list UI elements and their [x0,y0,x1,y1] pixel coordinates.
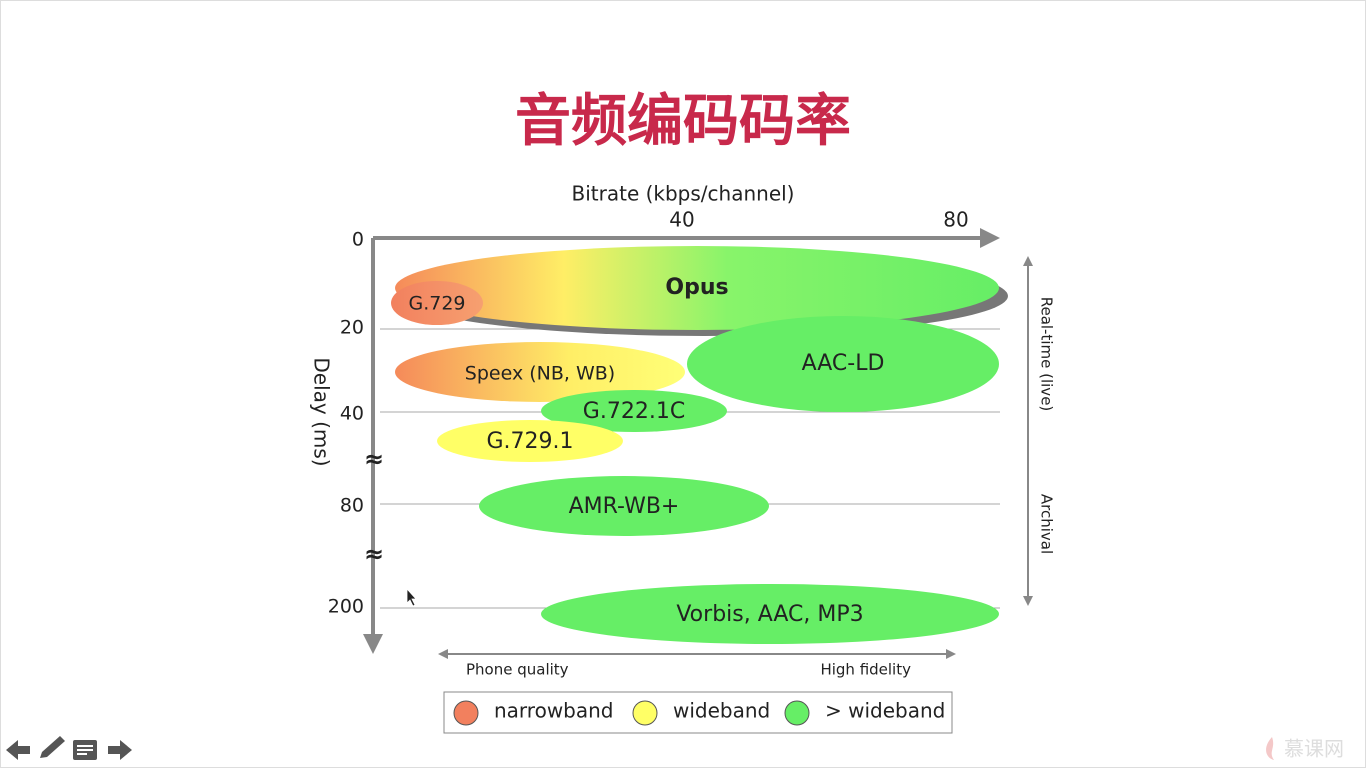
toolbar [6,736,132,760]
legend [443,691,953,734]
next-button[interactable] [108,740,132,760]
codec-label: Opus [665,275,728,300]
legend-label: narrowband [494,699,614,723]
codec-label: G.722.1C [583,399,685,424]
x-axis-label: Bitrate (kbps/channel) [572,182,795,206]
y-tick-label: 40 [340,403,364,425]
codec-region [479,476,769,536]
legend-label: > wideband [825,699,945,723]
codec-label: AAC-LD [802,351,885,376]
quality-label: High fidelity [820,661,911,679]
axis-break: ≈ [364,445,384,473]
codec-region [391,281,483,325]
axis-break: ≈ [364,540,384,568]
brand-text: 慕课网 [1284,737,1344,761]
y-tick-label: 0 [352,229,364,251]
side-label: Real-time (live) [1038,297,1056,412]
x-tick-label: 80 [943,208,968,232]
codec-region [437,420,623,462]
legend-swatch [784,700,810,726]
codec-label: Vorbis, AAC, MP3 [676,602,863,627]
y-tick-label: 200 [328,596,364,618]
y-tick-label: 80 [340,495,364,517]
codec-label: AMR-WB+ [569,494,680,519]
legend-swatch [453,700,479,726]
quality-label: Phone quality [466,661,569,679]
y-tick-label: 20 [340,317,364,339]
side-label: Archival [1038,494,1056,554]
slide-title: 音频编码码率 [515,89,851,154]
codec-region [395,342,685,402]
codec-region [541,584,999,644]
legend-swatch [632,700,658,726]
x-tick-label: 40 [669,208,694,232]
brand-logo [1266,737,1274,760]
codec-label: G.729.1 [486,429,573,454]
codec-region [541,390,727,432]
codec-region [687,316,999,412]
pen-button[interactable] [40,736,65,758]
codec-label: G.729 [408,293,465,315]
codec-label: Speex (NB, WB) [465,363,615,385]
prev-button[interactable] [6,740,30,760]
legend-label: wideband [673,699,770,723]
mouse-cursor [406,587,417,607]
codec-region [395,246,999,330]
notes-button[interactable] [73,740,97,760]
y-axis-label: Delay (ms) [310,357,334,466]
